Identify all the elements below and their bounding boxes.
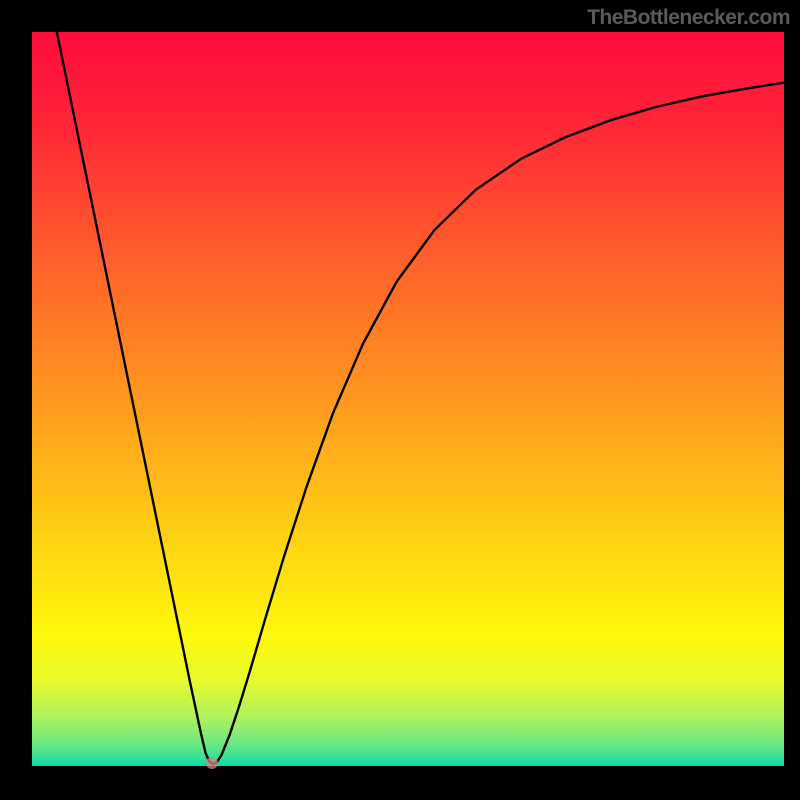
watermark-text: TheBottlenecker.com — [587, 6, 790, 30]
bottleneck-curve — [32, 32, 784, 766]
chart-plot-area — [32, 32, 784, 766]
optimum-marker-icon — [206, 757, 218, 769]
